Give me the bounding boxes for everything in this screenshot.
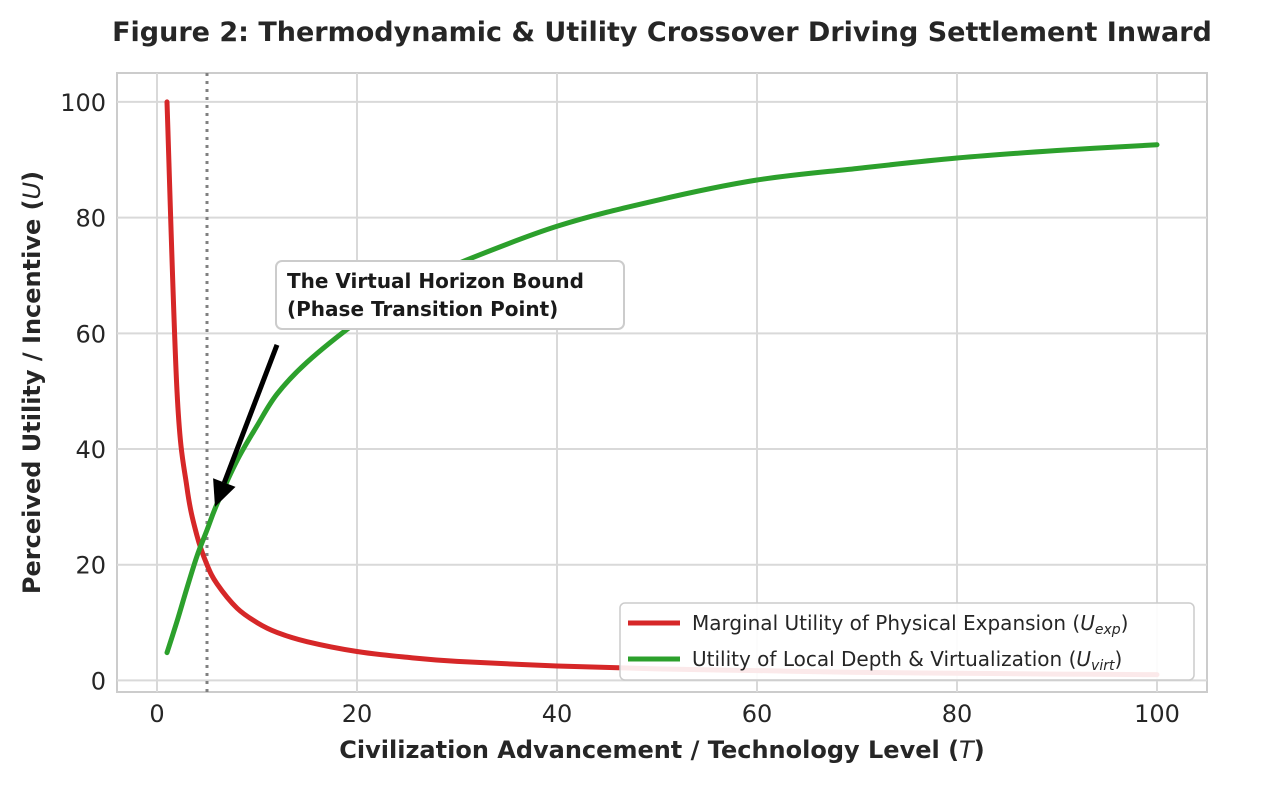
x-axis-title-text: Civilization Advancement / Technology Le… [339,736,939,764]
legend-box [619,602,1195,681]
legend-paren-open-expansion: ( [1066,611,1080,635]
annotation-line-1: The Virtual Horizon Bound [287,269,584,293]
x-axis-title: Civilization Advancement / Technology Le… [339,736,984,764]
annotation-arrow-head [213,478,236,507]
grid [117,73,1207,692]
y-tick-label: 60 [75,320,106,348]
legend-paren-close-expansion: ) [1121,611,1129,635]
y-axis-title: Perceived Utility / Incentive (U) [18,171,46,594]
plot-area [116,72,1208,693]
annotation-box [275,260,625,330]
legend-symbol-virtualization: U [1076,647,1091,671]
y-axis-title-paren-open: ( [18,199,46,218]
y-axis-title-paren-close: ) [18,171,46,182]
annotation: The Virtual Horizon Bound (Phase Transit… [213,260,625,507]
legend-symbol-expansion: U [1080,611,1095,635]
x-tick-label: 80 [942,700,973,728]
y-tick-label: 20 [75,552,106,580]
legend-label-expansion-name: Marginal Utility of Physical Expansion [692,611,1066,635]
legend-label-expansion: Marginal Utility of Physical Expansion (… [692,611,1128,638]
legend-label-virtualization: Utility of Local Depth & Virtualization … [692,647,1122,674]
y-axis-title-text: Perceived Utility / Incentive [18,219,46,594]
legend-subscript-virtualization: virt [1091,658,1115,674]
legend-paren-open-virtualization: ( [1062,647,1076,671]
y-tick-label: 100 [60,89,106,117]
y-tick-label: 40 [75,436,106,464]
x-tick-label: 40 [542,700,573,728]
x-tick-label: 100 [1134,700,1180,728]
legend: Marginal Utility of Physical Expansion (… [619,602,1195,681]
x-tick-label: 60 [742,700,773,728]
y-tick-label: 0 [91,667,106,695]
x-axis-title-paren-open: ( [940,736,959,764]
x-axis-title-paren-close: ) [974,736,985,764]
y-axis-title-symbol: U [18,181,46,199]
chart-title: Figure 2: Thermodynamic & Utility Crosso… [112,17,1212,48]
annotation-line-2: (Phase Transition Point) [287,297,558,321]
legend-subscript-expansion: exp [1095,622,1121,638]
annotation-arrow-shaft [221,344,280,484]
x-tick-label: 0 [149,700,164,728]
legend-paren-close-virtualization: ) [1114,647,1122,671]
legend-label-virtualization-name: Utility of Local Depth & Virtualization [692,647,1062,671]
x-tick-label: 20 [342,700,373,728]
y-tick-label: 80 [75,205,106,233]
tick-labels: 0 20 40 60 80 100 0 20 40 60 80 100 [60,89,1180,728]
x-axis-title-symbol: T [959,736,976,764]
